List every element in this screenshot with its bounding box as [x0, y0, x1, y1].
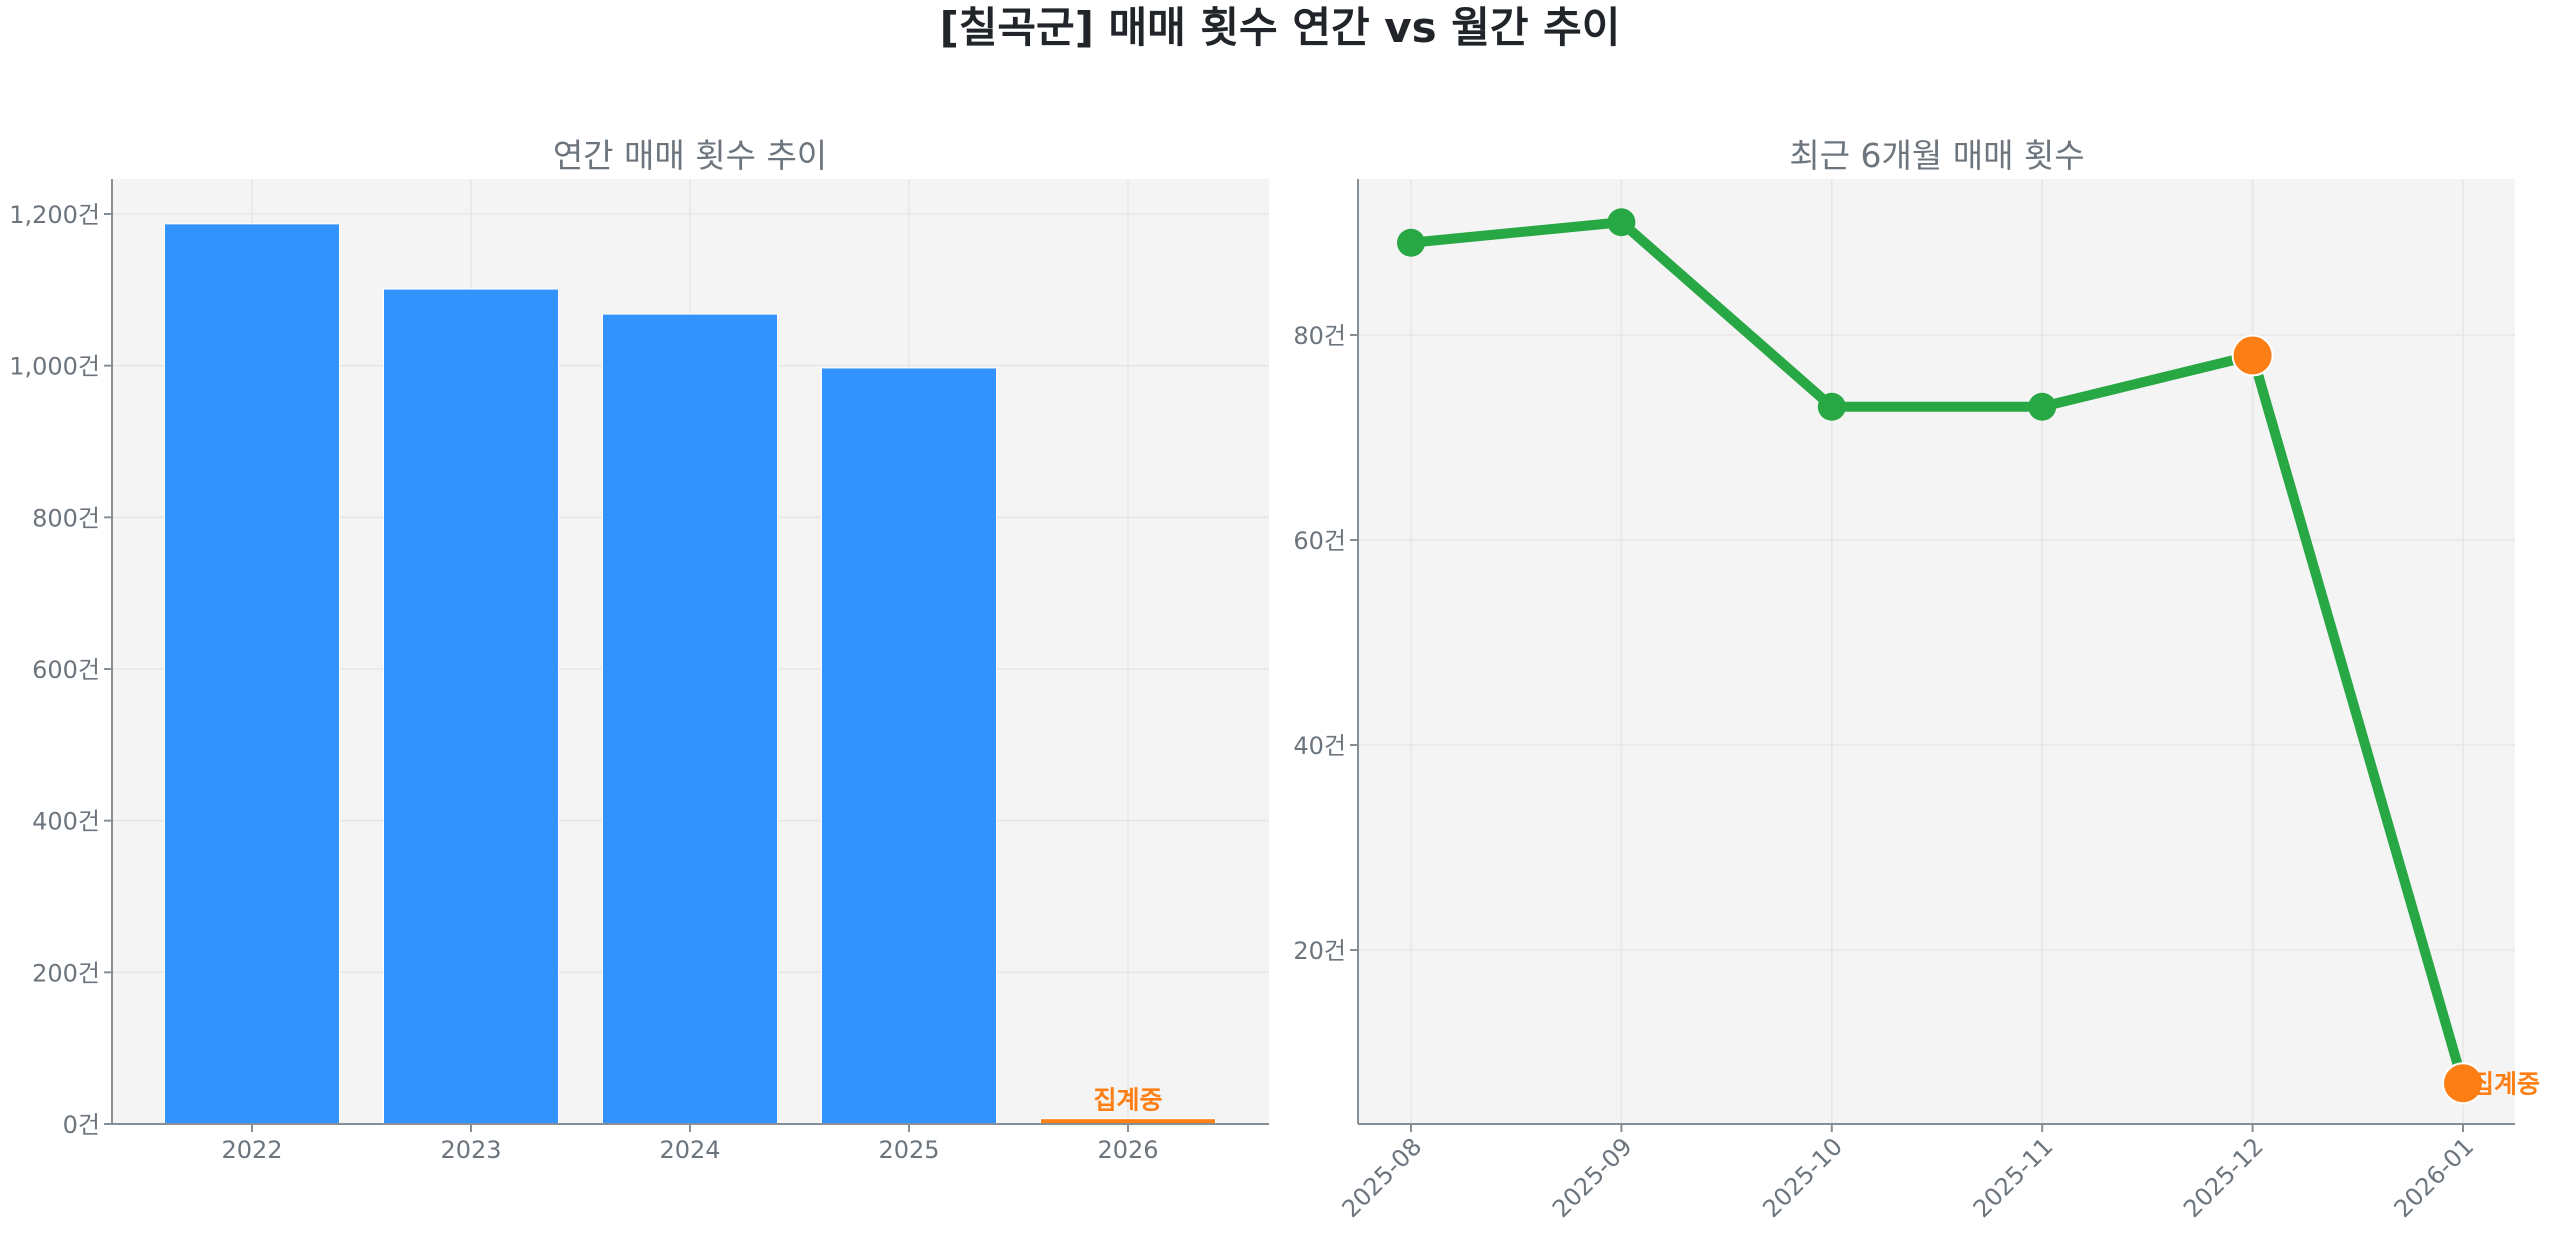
- data-point-2025-12: [2231, 334, 2274, 377]
- data-point-2025-11: [2028, 392, 2057, 421]
- y-tick-label: 600건: [32, 656, 100, 684]
- x-tick-label: 2026: [1097, 1136, 1158, 1164]
- bar-2023: [383, 288, 559, 1125]
- bar-series: [164, 223, 1216, 1125]
- y-tick-label: 200건: [32, 959, 100, 987]
- y-tick-label: 400건: [32, 808, 100, 836]
- bar-2025: [821, 367, 997, 1125]
- x-tick-label: 2023: [440, 1136, 501, 1164]
- bar-annotations: 집계중: [1093, 1086, 1162, 1115]
- x-tick-label: 2026-01: [2389, 1132, 2480, 1223]
- line-y-ticks: 20건 40건 60건 80건: [1293, 322, 1358, 965]
- y-tick-label: 1,000건: [9, 353, 100, 381]
- data-point-2026-01: [2442, 1062, 2484, 1105]
- data-point-2025-08: [1397, 228, 1425, 257]
- y-tick-label: 60건: [1293, 527, 1346, 555]
- x-tick-label: 2022: [221, 1136, 282, 1164]
- x-tick-label: 2025-11: [1968, 1132, 2059, 1223]
- data-point-2025-09: [1607, 208, 1636, 237]
- x-tick-label: 2025-10: [1757, 1132, 1848, 1223]
- incomplete-label: 집계중: [1093, 1086, 1162, 1115]
- trend-line: [1410, 217, 2468, 1085]
- bar-y-ticks: 0건 200건 400건 600건 800건 1,000건 1,200건: [9, 201, 112, 1139]
- bar-x-ticks: 2022 2023 2024 2025 2026: [221, 1124, 1159, 1164]
- y-tick-label: 40건: [1293, 732, 1346, 760]
- monthly-line-chart: 최근 6개월 매매 횟수 20건 40건 60건 80건 2025-08 2025-09…: [1293, 136, 2540, 1223]
- incomplete-label: 집계중: [2471, 1069, 2540, 1098]
- y-tick-label: 80건: [1293, 322, 1346, 350]
- x-tick-label: 2024: [659, 1136, 720, 1164]
- y-tick-label: 1,200건: [9, 201, 100, 229]
- x-tick-label: 2025-09: [1547, 1132, 1638, 1223]
- line-gridlines: [1358, 179, 2515, 1124]
- bar-2022: [164, 223, 340, 1125]
- bar-chart-title: 연간 매매 횟수 추이: [553, 136, 827, 175]
- line-x-ticks: 2025-08 2025-09 2025-10 2025-11 2025-12 2026-…: [1337, 1124, 2480, 1223]
- x-tick-label: 2025-08: [1337, 1132, 1428, 1223]
- annual-bar-chart: 연간 매매 횟수 추이 0건 200건 400건 600건 800건 1,000건 1,20…: [9, 136, 1269, 1164]
- bar-2024: [602, 313, 778, 1125]
- y-tick-label: 800건: [32, 504, 100, 532]
- data-point-2025-10: [1817, 392, 1846, 421]
- line-chart-title: 최근 6개월 매매 횟수: [1789, 136, 2084, 175]
- x-tick-label: 2025-12: [2178, 1132, 2269, 1223]
- figure-title: [칠곡군] 매매 횟수 연간 vs 월간 추이: [940, 3, 1621, 52]
- y-tick-label: 20건: [1293, 937, 1346, 965]
- y-tick-label: 0건: [63, 1111, 100, 1139]
- line-annotations: 집계중: [2471, 1069, 2540, 1098]
- line-series: [1397, 208, 2484, 1105]
- line-plot-area: [1358, 179, 2515, 1124]
- x-tick-label: 2025: [878, 1136, 939, 1164]
